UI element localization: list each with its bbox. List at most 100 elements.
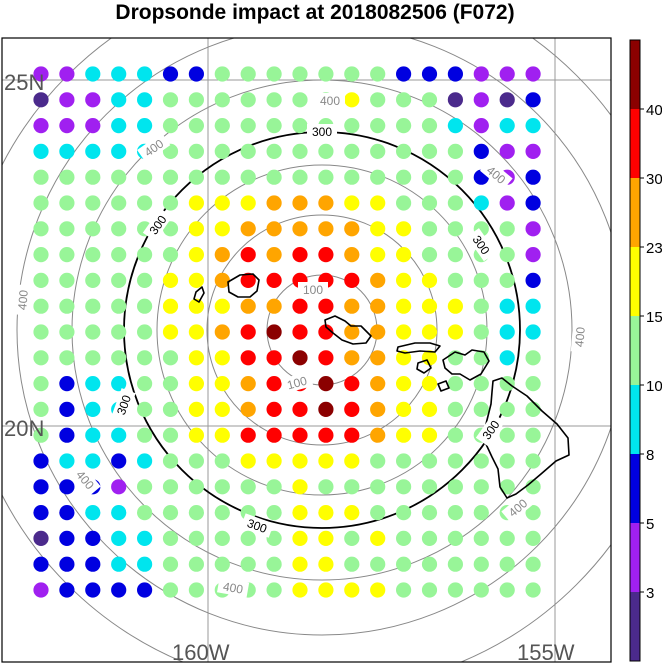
- impact-dot: [33, 350, 49, 366]
- impact-dot: [292, 92, 308, 108]
- impact-dot: [396, 504, 412, 521]
- impact-dot: [396, 427, 412, 443]
- lat-label-20n: 20N: [4, 416, 44, 441]
- impact-dot: [396, 66, 412, 82]
- impact-dot: [137, 66, 153, 82]
- impact-dot: [59, 66, 75, 82]
- impact-dot: [421, 92, 438, 108]
- impact-dot: [162, 247, 179, 263]
- ring-label-400-top-bg: [315, 93, 345, 108]
- impact-dot: [396, 118, 412, 134]
- ring-label-100-bottom-bg: [280, 371, 314, 394]
- impact-dot: [318, 195, 334, 211]
- impact-dot: [499, 582, 515, 598]
- colorbar-tick-label: 15: [646, 309, 662, 326]
- impact-dot: [344, 298, 360, 314]
- impact-dot: [59, 169, 75, 185]
- impact-dot: [214, 272, 230, 288]
- impact-dot: [214, 92, 230, 108]
- colorbar-tick-label: 23: [646, 240, 662, 257]
- impact-dot: [188, 479, 204, 495]
- impact-dot: [59, 350, 75, 366]
- impact-dot: [162, 324, 179, 340]
- impact-dot: [318, 350, 334, 366]
- kahoolawe-outline: [437, 380, 450, 392]
- impact-dot: [499, 453, 515, 469]
- impact-dot: [473, 298, 489, 314]
- impact-dot: [421, 453, 438, 469]
- impact-dot: [214, 427, 230, 443]
- impact-dot: [162, 504, 179, 521]
- impact-dot: [111, 453, 127, 469]
- impact-dot: [111, 324, 127, 340]
- impact-dot: [370, 169, 386, 185]
- ring-label-300-bottom-bg: [240, 513, 274, 538]
- impact-dots: [33, 66, 541, 598]
- impact-dot: [421, 530, 438, 547]
- impact-dot: [188, 530, 204, 547]
- impact-dot: [525, 169, 541, 185]
- impact-dot: [59, 376, 75, 392]
- impact-dot: [421, 324, 438, 340]
- impact-dot: [318, 401, 334, 417]
- impact-dot: [266, 582, 282, 598]
- impact-dot: [137, 272, 153, 288]
- impact-dot: [162, 118, 179, 134]
- impact-dot: [370, 298, 386, 314]
- impact-dot: [344, 427, 360, 443]
- impact-dot: [266, 247, 282, 263]
- impact-dot: [421, 247, 438, 263]
- colorbar-tick-label: 3: [646, 585, 654, 602]
- impact-dot: [85, 221, 101, 237]
- impact-dot: [525, 427, 541, 443]
- impact-dot: [266, 350, 282, 366]
- impact-dot: [214, 401, 230, 417]
- impact-dot: [370, 66, 386, 82]
- impact-dot: [421, 427, 438, 443]
- impact-dot: [33, 324, 49, 340]
- impact-dot: [33, 298, 49, 314]
- colorbar-tick-label: 30: [646, 171, 662, 188]
- impact-dot: [266, 324, 282, 340]
- impact-dot: [447, 195, 463, 211]
- impact-dot: [525, 401, 541, 417]
- impact-dot: [214, 530, 230, 547]
- impact-dot: [396, 221, 412, 237]
- ring-label-300-lowleft: 300: [114, 393, 134, 417]
- impact-dot: [214, 479, 230, 495]
- impact-dot: [421, 298, 438, 314]
- impact-dot: [240, 479, 256, 495]
- impact-dot: [85, 247, 101, 263]
- impact-dot: [525, 66, 541, 82]
- impact-dot: [396, 401, 412, 417]
- impact-dot: [188, 66, 204, 82]
- impact-dot: [214, 66, 230, 82]
- impact-dot: [396, 479, 412, 495]
- impact-dot: [370, 118, 386, 134]
- impact-dot: [525, 376, 541, 392]
- impact-dot: [499, 401, 515, 417]
- impact-dot: [85, 298, 101, 314]
- impact-dot: [525, 118, 541, 134]
- impact-dot: [188, 453, 204, 469]
- impact-dot: [344, 118, 360, 134]
- impact-dot: [266, 376, 282, 392]
- colorbar: 3 5 8 10 15 23 30 40: [629, 39, 662, 662]
- impact-dot: [85, 401, 101, 417]
- impact-dot: [162, 427, 179, 443]
- ring-label-300-right-bg: [466, 228, 497, 262]
- lon-label-155w: 155W: [517, 640, 575, 664]
- impact-dot: [447, 92, 463, 108]
- impact-dot: [240, 247, 256, 263]
- impact-dot: [111, 169, 127, 185]
- impact-dot: [292, 582, 308, 598]
- impact-dot: [473, 66, 489, 82]
- impact-dot: [266, 401, 282, 417]
- ring-label-400-top: 400: [320, 94, 340, 108]
- impact-dot: [292, 169, 308, 185]
- impact-dot: [525, 92, 541, 108]
- impact-dot: [370, 221, 386, 237]
- impact-dot: [111, 556, 127, 572]
- impact-dot: [473, 479, 489, 495]
- impact-dot: [266, 66, 282, 82]
